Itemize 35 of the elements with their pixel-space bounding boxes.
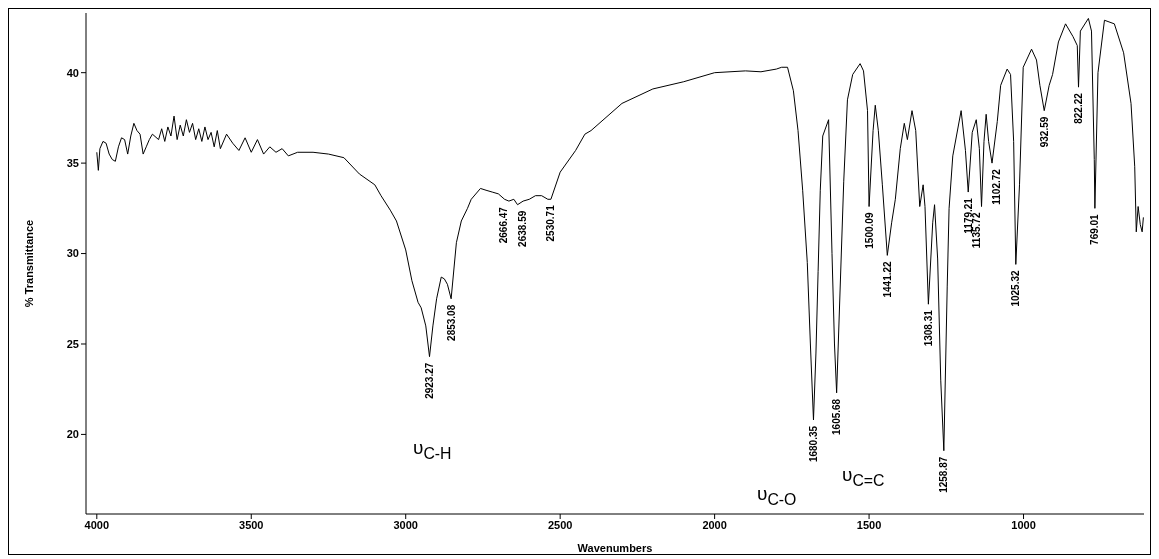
y-tick-label: 40 xyxy=(66,66,79,79)
x-tick-label: 1000 xyxy=(1011,518,1036,531)
annotation: 2853.08 xyxy=(445,304,457,341)
annotation: 1179.21 xyxy=(962,197,974,234)
y-tick-label: 25 xyxy=(66,337,79,350)
annotation: 1102.72 xyxy=(991,168,1003,205)
x-tick-label: 4000 xyxy=(84,518,110,531)
y-tick-label: 30 xyxy=(66,247,79,260)
annotation: 1441.22 xyxy=(881,260,893,298)
annotation: 2638.59 xyxy=(516,210,528,247)
annotation: 1605.68 xyxy=(830,398,842,435)
annotation: 2530.71 xyxy=(545,204,557,242)
x-tick-label: 3000 xyxy=(393,518,418,531)
y-tick-label: 35 xyxy=(66,157,79,170)
annotation: 769.01 xyxy=(1089,213,1101,245)
x-tick-label: 3500 xyxy=(239,518,264,531)
annotation: 932.59 xyxy=(1038,116,1050,148)
annotation: 2923.27 xyxy=(423,362,435,399)
annotation: 822.22 xyxy=(1072,92,1084,124)
annotation: 1308.31 xyxy=(922,309,934,347)
annotation: 1025.32 xyxy=(1010,269,1022,307)
y-tick-label: 20 xyxy=(66,428,79,441)
x-axis-title: Wavenumbers xyxy=(577,542,653,554)
y-axis-title: % Transmittance xyxy=(22,219,35,308)
annotation: 1258.87 xyxy=(938,456,950,493)
annotation: 2666.47 xyxy=(498,206,510,244)
annotation: 1680.35 xyxy=(807,425,819,463)
x-tick-label: 2500 xyxy=(547,518,573,531)
annotation: 1135.72 xyxy=(971,212,983,249)
annotation: υ$_{C=C}$ xyxy=(842,464,885,491)
annotation: υ$_{C-H}$ xyxy=(413,437,452,464)
annotation: υ$_{C-O}$ xyxy=(757,483,797,510)
x-tick-label: 2000 xyxy=(702,518,727,531)
annotation: 1500.09 xyxy=(863,212,875,249)
x-tick-label: 1500 xyxy=(856,518,882,531)
